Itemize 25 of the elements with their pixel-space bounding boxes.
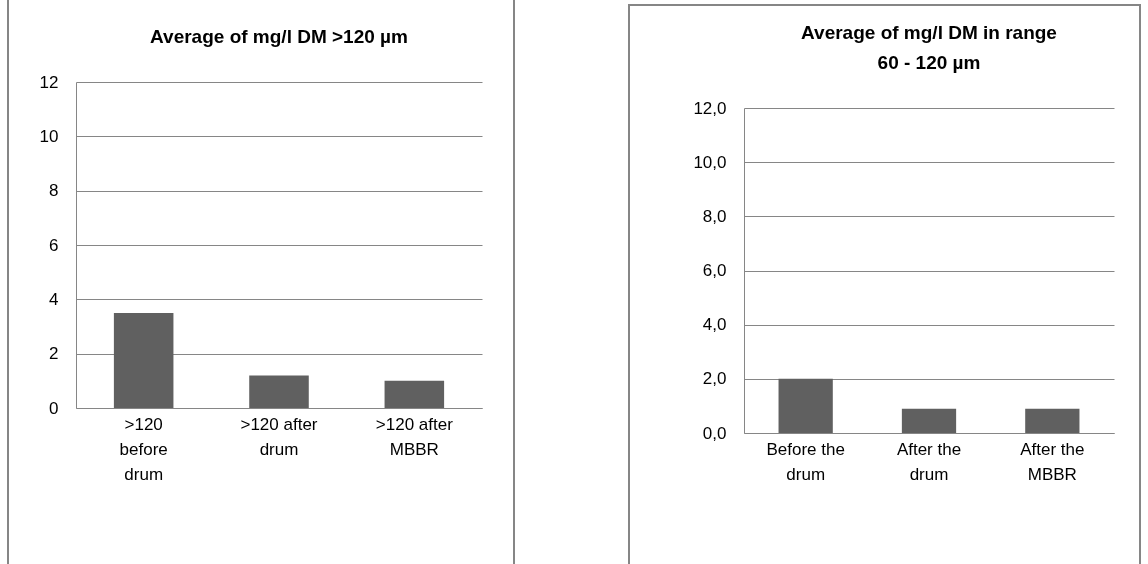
- x-tick-label: Before the drum: [766, 439, 845, 484]
- y-tick-label: 0,0: [702, 423, 727, 443]
- chart-title: Average of mg/l DM >120 µm: [150, 26, 408, 47]
- y-tick-label: 6: [49, 235, 59, 255]
- x-tick-label: >120 before drum: [119, 414, 168, 484]
- y-tick-label: 12,0: [693, 98, 727, 118]
- chart-title: Average of mg/l DM in range 60 - 120 µm: [801, 22, 1057, 73]
- y-tick-label: 12: [39, 72, 59, 92]
- y-tick-label: 4,0: [702, 315, 727, 335]
- x-tick-label: >120 after MBBR: [375, 414, 454, 459]
- y-tick-label: 10: [39, 126, 59, 146]
- y-tick-label: 6,0: [702, 261, 727, 280]
- bar: [113, 312, 174, 408]
- bar: [384, 380, 445, 408]
- y-tick-label: 0: [49, 398, 59, 418]
- x-tick-label: >120 after drum: [240, 414, 318, 459]
- y-tick-label: 10,0: [693, 152, 727, 172]
- y-tick-label: 8: [49, 181, 59, 201]
- y-tick-label: 2,0: [702, 369, 727, 389]
- x-tick-label: After the MBBR: [1020, 439, 1085, 484]
- bar: [249, 375, 309, 408]
- y-tick-label: 2: [49, 344, 59, 364]
- x-tick-label: After the drum: [896, 439, 962, 484]
- y-tick-label: 8,0: [702, 206, 727, 226]
- y-tick-label: 4: [49, 289, 59, 309]
